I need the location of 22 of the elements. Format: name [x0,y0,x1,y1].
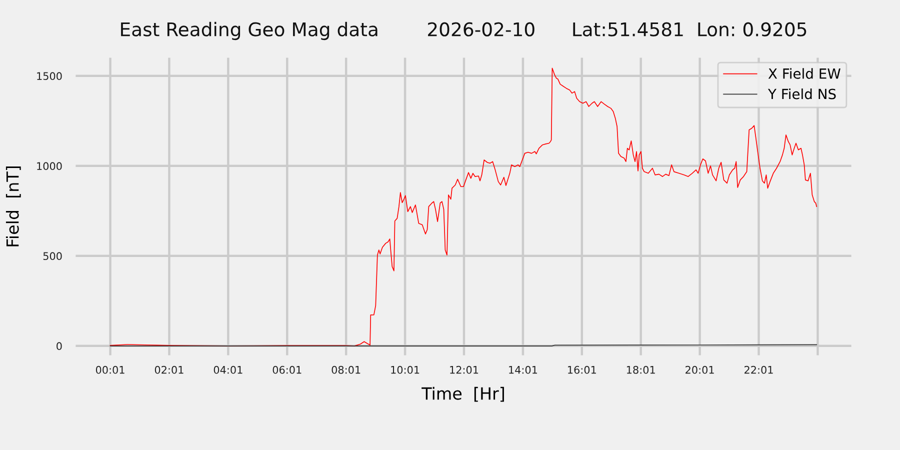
legend-label: Y Field NS [768,88,836,100]
legend-label: X Field EW [768,68,840,79]
y-tick-label: 500 [43,252,62,260]
x-tick-label: 02:01 [154,366,184,374]
chart-title: East Reading Geo Mag data 2026-02-10 Lat:51.4581 Lon: 0.9205 [121,22,806,40]
x-tick-label: 10:01 [391,366,420,374]
y-tick-label: 0 [56,342,62,350]
y-tick-label: 1500 [37,72,62,80]
x-tick-label: 18:01 [626,366,655,374]
x-tick-label: 04:01 [214,366,242,374]
x-tick-label: 00:01 [96,366,124,374]
y-axis-title: Field [nT] [6,166,21,246]
line-series [110,68,818,346]
x-tick-label: 06:01 [272,366,302,374]
y-tick-label: 1000 [37,162,62,170]
x-tick-label: 14:01 [509,366,537,374]
x-tick-label: 16:01 [568,366,596,374]
x-tick-label: 20:01 [686,366,714,374]
x-tick-label: 12:01 [450,366,478,374]
x-tick-label: 08:01 [332,366,360,374]
x-tick-label: 22:01 [744,366,773,374]
x-axis-title: Time [Hr] [422,386,504,402]
